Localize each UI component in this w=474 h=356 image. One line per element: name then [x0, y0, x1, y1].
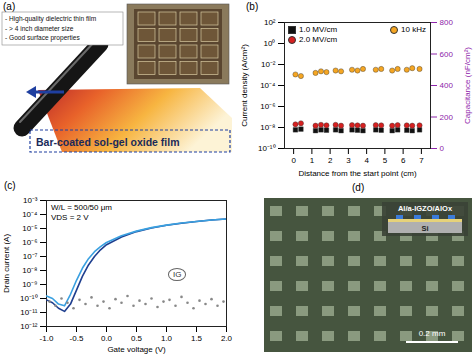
- svg-text:Gate voltage (V): Gate voltage (V): [107, 345, 166, 354]
- svg-text:- Good surface properties: - Good surface properties: [5, 34, 80, 42]
- svg-text:Al/a-IGZO/AlOx: Al/a-IGZO/AlOx: [398, 204, 453, 213]
- html-text:VDS = 2 V: VDS = 2 V: [51, 213, 89, 222]
- svg-text:10⁻¹⁰: 10⁻¹⁰: [258, 144, 276, 153]
- svg-text:10⁻³: 10⁻³: [23, 196, 38, 205]
- svg-text:Drain current (A): Drain current (A): [2, 234, 11, 293]
- html-text:1.0 MV/cm: 1.0 MV/cm: [299, 25, 338, 34]
- html-text:(d): (d): [352, 182, 365, 193]
- svg-text:10⁻⁸: 10⁻⁸: [22, 266, 37, 275]
- svg-text:10⁻⁸: 10⁻⁸: [260, 123, 275, 132]
- svg-text:Distance from the start point: Distance from the start point (cm): [298, 169, 417, 178]
- svg-text:0.5: 0.5: [131, 334, 143, 343]
- svg-text:7: 7: [419, 156, 424, 165]
- html-text:(b): (b): [246, 1, 259, 12]
- svg-text:10⁻⁹: 10⁻⁹: [22, 280, 37, 289]
- svg-text:0.0: 0.0: [101, 334, 113, 343]
- svg-text:10⁻¹²: 10⁻¹²: [20, 322, 38, 331]
- svg-text:Current density (A/cm²): Current density (A/cm²): [240, 44, 249, 127]
- svg-text:0.2 mm: 0.2 mm: [419, 329, 446, 338]
- html-text:(c): (c): [4, 180, 16, 191]
- svg-text:2: 2: [328, 156, 333, 165]
- svg-text:Si: Si: [421, 224, 428, 233]
- html-text:IG: IG: [173, 270, 182, 279]
- svg-text:10⁻⁷: 10⁻⁷: [23, 252, 38, 261]
- svg-text:-0.5: -0.5: [70, 334, 84, 343]
- html-text:2.0 MV/cm: 2.0 MV/cm: [299, 35, 338, 44]
- svg-text:10⁻⁶: 10⁻⁶: [22, 238, 37, 247]
- svg-text:1.0: 1.0: [161, 334, 173, 343]
- svg-text:10⁰: 10⁰: [264, 39, 276, 48]
- svg-text:Capacitance (nF/cm²): Capacitance (nF/cm²): [463, 47, 472, 124]
- svg-text:Bar-coated sol-gel oxide film: Bar-coated sol-gel oxide film: [36, 136, 180, 148]
- svg-text:1.5: 1.5: [191, 334, 203, 343]
- svg-text:3: 3: [346, 156, 351, 165]
- svg-text:0: 0: [440, 144, 445, 153]
- svg-text:400: 400: [440, 81, 454, 90]
- svg-text:10⁻¹¹: 10⁻¹¹: [20, 308, 38, 317]
- svg-text:10⁻⁵: 10⁻⁵: [22, 224, 37, 233]
- html-text:10 kHz: 10 kHz: [401, 25, 426, 34]
- svg-text:0: 0: [291, 156, 296, 165]
- svg-text:10⁻⁶: 10⁻⁶: [260, 102, 275, 111]
- svg-text:6: 6: [401, 156, 406, 165]
- svg-text:600: 600: [440, 50, 454, 59]
- svg-text:-1.0: -1.0: [40, 334, 54, 343]
- svg-text:200: 200: [440, 113, 454, 122]
- svg-text:10⁻¹⁰: 10⁻¹⁰: [20, 294, 38, 303]
- svg-text:- High-quality dielectric thin: - High-quality dielectric thin film: [5, 15, 97, 23]
- svg-text:10⁻⁴: 10⁻⁴: [260, 81, 276, 90]
- svg-text:- > 4 inch diameter size: - > 4 inch diameter size: [5, 25, 74, 32]
- svg-text:5: 5: [383, 156, 388, 165]
- html-text:(a): (a): [3, 1, 16, 12]
- svg-text:2.0: 2.0: [221, 334, 233, 343]
- svg-text:4: 4: [364, 156, 369, 165]
- svg-text:10²: 10²: [264, 18, 276, 27]
- svg-text:10⁻⁴: 10⁻⁴: [22, 210, 38, 219]
- svg-text:800: 800: [440, 18, 454, 27]
- html-text:W/L = 500/50 μm: W/L = 500/50 μm: [51, 203, 112, 212]
- svg-text:1: 1: [310, 156, 315, 165]
- svg-text:10⁻²: 10⁻²: [261, 60, 276, 69]
